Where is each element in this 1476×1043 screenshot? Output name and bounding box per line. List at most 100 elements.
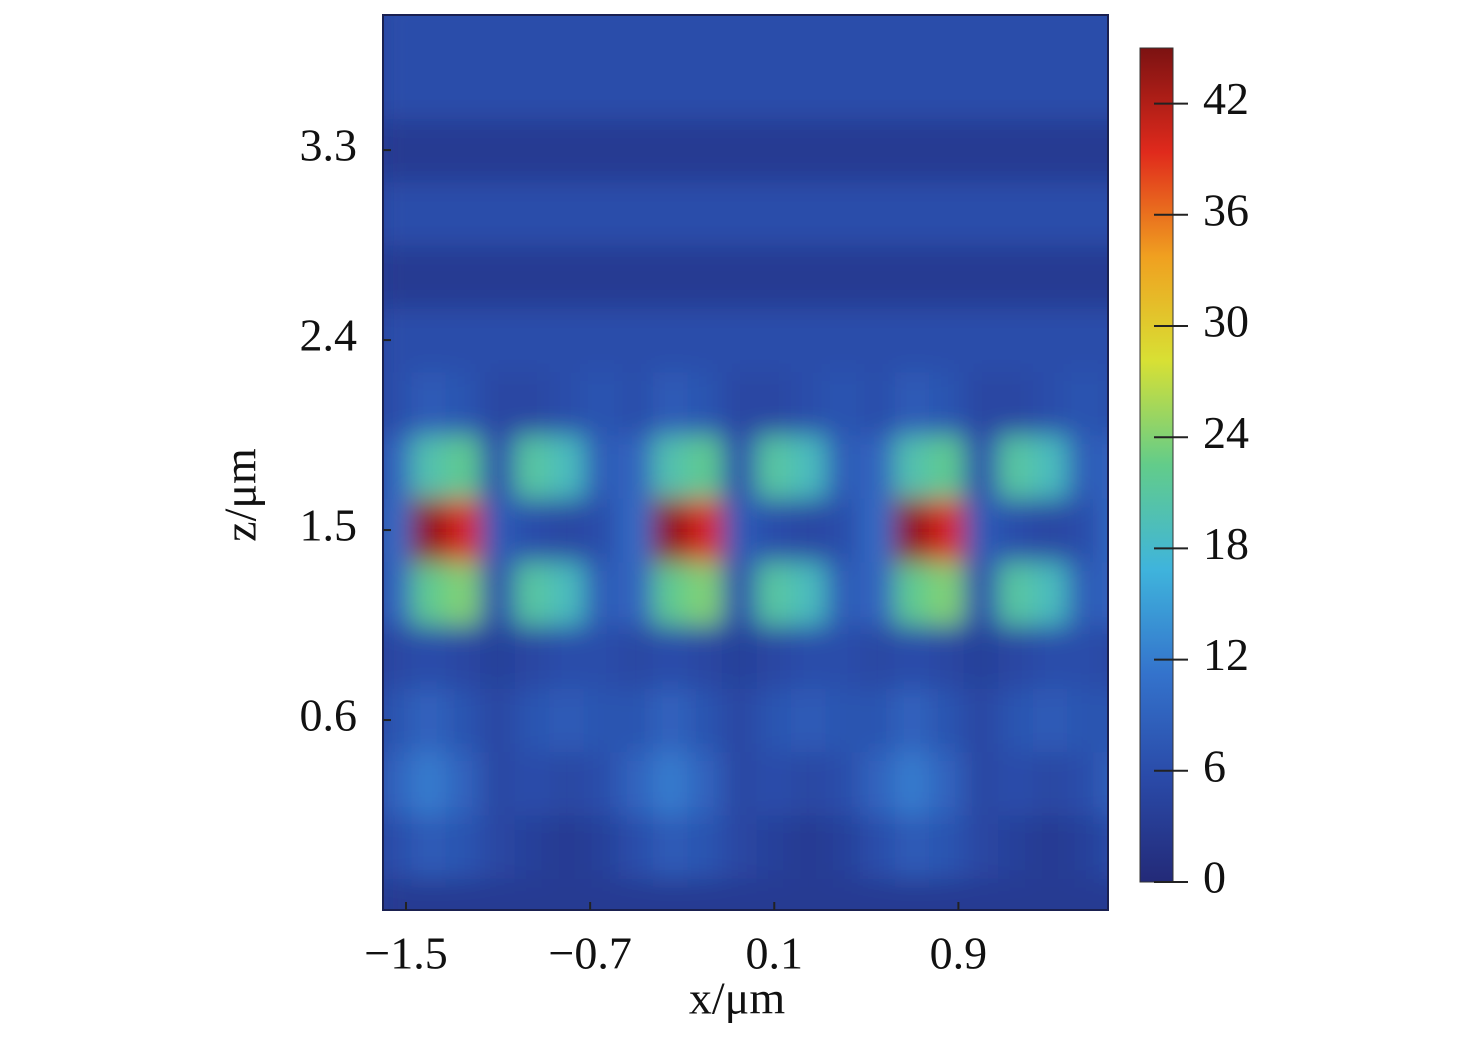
heatmap-cell [721, 181, 758, 246]
heatmap-cell [583, 307, 620, 373]
colorbar-tick-label: 12 [1203, 629, 1249, 680]
heatmap-cell [618, 687, 654, 753]
heatmap-cell [652, 15, 689, 56]
heatmap-cell [894, 117, 931, 183]
heatmap-cell [756, 307, 793, 373]
heatmap-cell [480, 54, 516, 119]
heatmap-cell [383, 244, 413, 309]
heatmap-cell [618, 497, 654, 563]
heatmap-cell [860, 624, 896, 689]
heatmap-cell [445, 434, 482, 499]
heatmap-cell [963, 497, 1000, 563]
heatmap-cell [480, 751, 516, 816]
heatmap-cell [825, 54, 862, 119]
heatmap-cell [791, 687, 827, 753]
heatmap-cell [998, 434, 1034, 499]
heatmap-cell [721, 624, 758, 689]
heatmap-cell [791, 497, 827, 563]
heatmap-cell [549, 814, 585, 879]
heatmap-cell [549, 434, 585, 499]
heatmap-cell [929, 117, 965, 183]
heatmap-cell [721, 561, 758, 626]
heatmap-cell [860, 54, 896, 119]
heatmap-cell [963, 877, 1000, 910]
heatmap-cell [514, 561, 551, 626]
heatmap-cell [652, 434, 689, 499]
y-tick-label: 1.5 [300, 500, 358, 551]
heatmap-cell [687, 54, 723, 119]
heatmap-cell [583, 434, 620, 499]
heatmap-cell [963, 434, 1000, 499]
heatmap-cell [445, 814, 482, 879]
heatmap-cell [860, 497, 896, 563]
x-tick-label: −0.7 [548, 928, 631, 979]
heatmap-cell [998, 307, 1034, 373]
heatmap-cell [687, 15, 723, 56]
heatmap-cell [1101, 54, 1108, 119]
heatmap-cell [514, 371, 551, 436]
heatmap-cell [756, 54, 793, 119]
heatmap-cell [791, 54, 827, 119]
heatmap-cell [445, 307, 482, 373]
heatmap-cell [1032, 181, 1069, 246]
heatmap-cell [1067, 117, 1103, 183]
heatmap-cell [618, 181, 654, 246]
heatmap-cell [894, 54, 931, 119]
heatmap-cell [652, 244, 689, 309]
heatmap-cell [583, 687, 620, 753]
heatmap-cell [963, 751, 1000, 816]
heatmap-cell [652, 497, 689, 563]
heatmap-cell [1101, 624, 1108, 689]
heatmap-cell [687, 561, 723, 626]
heatmap-cell [549, 561, 585, 626]
heatmap-cell [721, 307, 758, 373]
heatmap-cell [652, 624, 689, 689]
heatmap-cell [791, 434, 827, 499]
heatmap-cell [860, 307, 896, 373]
heatmap-cell [894, 561, 931, 626]
heatmap-cell [687, 751, 723, 816]
heatmap-cell [549, 497, 585, 563]
heatmap-cell [791, 561, 827, 626]
heatmap-cell [791, 15, 827, 56]
heatmap-cell [791, 751, 827, 816]
heatmap-cell [963, 244, 1000, 309]
colorbar-tick-label: 6 [1203, 740, 1226, 791]
heatmap-cell [1067, 244, 1103, 309]
heatmap-cell [721, 877, 758, 910]
heatmap-cell [929, 624, 965, 689]
heatmap-cell [480, 117, 516, 183]
heatmap-cell [756, 624, 793, 689]
heatmap-cell [998, 497, 1034, 563]
heatmap-cell [549, 15, 585, 56]
heatmap-cell [929, 15, 965, 56]
heatmap-cell [445, 877, 482, 910]
heatmap-cell [411, 244, 447, 309]
heatmap-cell [549, 624, 585, 689]
heatmap-cell [411, 877, 447, 910]
heatmap-cell [514, 624, 551, 689]
plot-frame [382, 14, 1109, 911]
heatmap-cell [963, 814, 1000, 879]
heatmap-cell [929, 497, 965, 563]
heatmap-cell [549, 181, 585, 246]
x-axis-label: x/μm [689, 973, 785, 1024]
heatmap-cell [1067, 497, 1103, 563]
heatmap-cell [1067, 15, 1103, 56]
heatmap-cell [514, 117, 551, 183]
heatmap-cell [860, 814, 896, 879]
heatmap-cell [1032, 54, 1069, 119]
heatmap-cell [618, 751, 654, 816]
heatmap-cell [721, 687, 758, 753]
heatmap-cell [963, 307, 1000, 373]
heatmap-cell [860, 751, 896, 816]
heatmap [383, 15, 1108, 910]
heatmap-cell [583, 244, 620, 309]
heatmap-cell [1032, 371, 1069, 436]
heatmap-cell [825, 434, 862, 499]
heatmap-cell [514, 307, 551, 373]
colorbar-tick-label: 18 [1203, 518, 1249, 569]
heatmap-cell [1032, 624, 1069, 689]
heatmap-cell [583, 497, 620, 563]
heatmap-cell [1032, 751, 1069, 816]
